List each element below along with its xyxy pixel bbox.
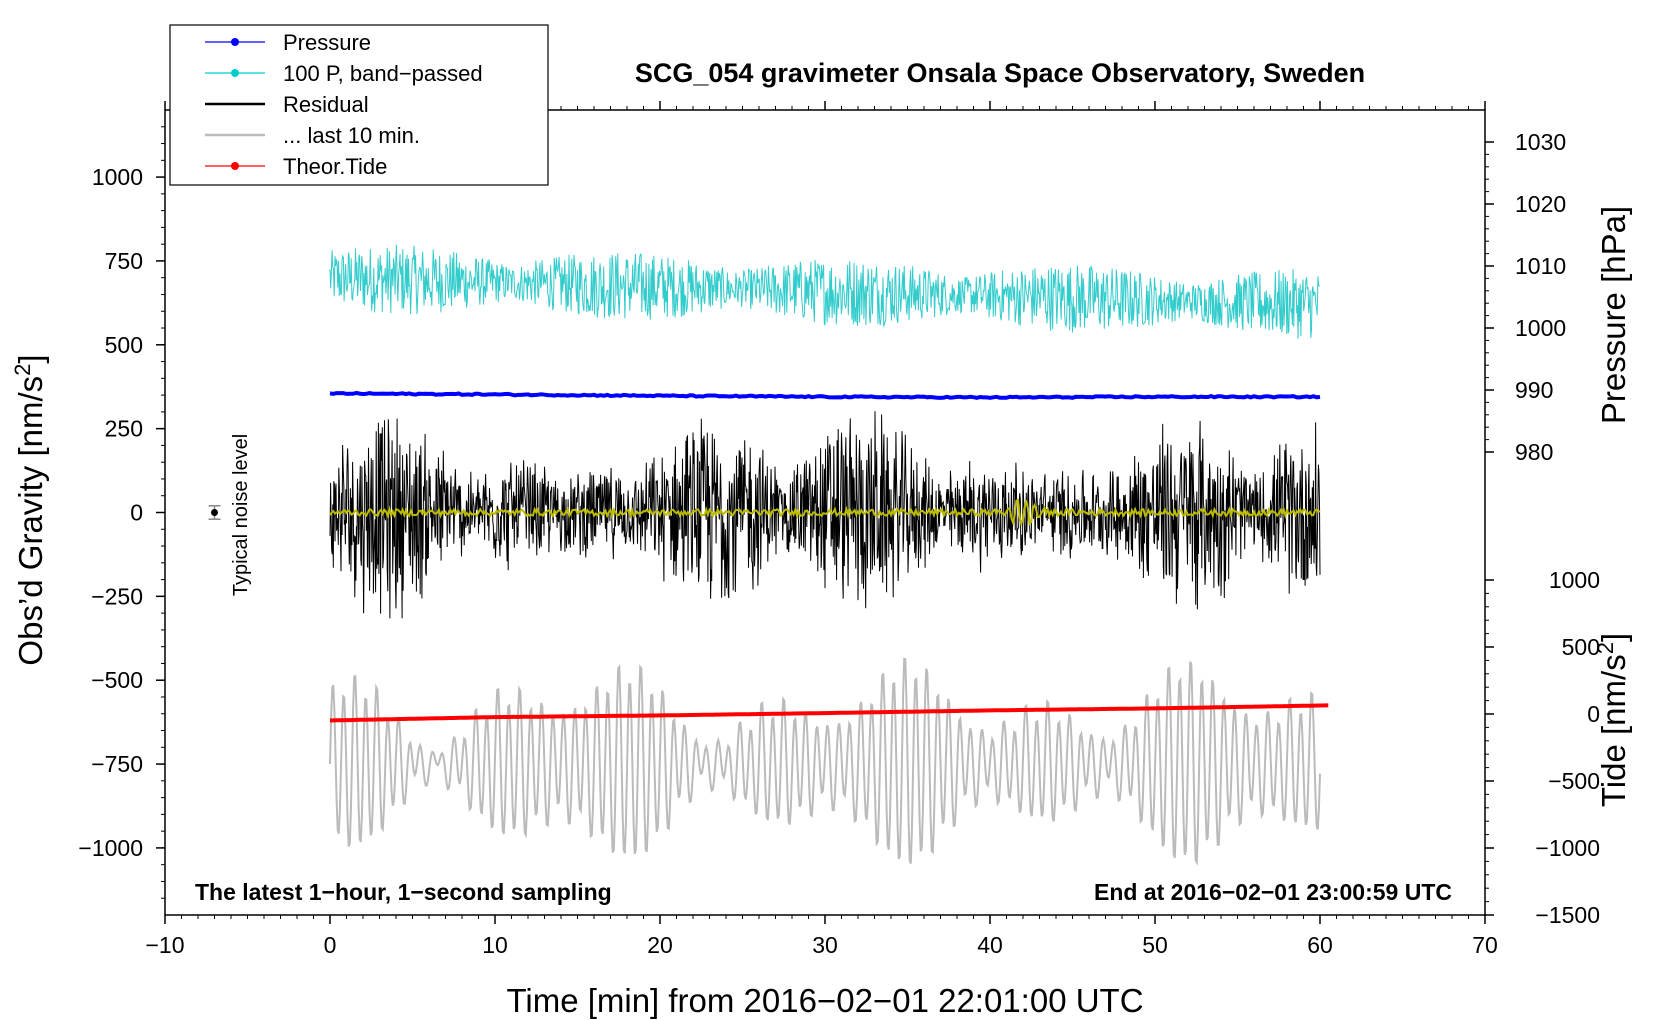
pressure-axis-label: Pressure [hPa]: [1595, 206, 1632, 424]
x-axis-label: Time [min] from 2016−02−01 22:01:00 UTC: [506, 982, 1143, 1019]
x-tick-label: 20: [647, 932, 673, 958]
series-low-pass-residual: [329, 498, 1321, 528]
x-tick-label: 10: [482, 932, 508, 958]
legend-marker: [231, 38, 239, 46]
pressure-tick-label: 990: [1515, 377, 1553, 403]
legend-label: Theor.Tide: [283, 154, 387, 179]
axis-layer: −10 0 10 20 30 40 50 60 7010007505002500−250−500…: [78, 101, 1600, 958]
y-tick-label: −750: [91, 751, 143, 777]
y-tick-label: 1000: [92, 164, 143, 190]
tide-tick-label: −1000: [1535, 835, 1600, 861]
series-last-10-min: [329, 657, 1321, 866]
y-tick-label: 500: [105, 332, 143, 358]
y-tick-label: −500: [91, 667, 143, 693]
tide-tick-label: −500: [1548, 768, 1600, 794]
legend-marker: [231, 162, 239, 170]
y-tick-label: −1000: [78, 835, 143, 861]
x-tick-label: −10: [145, 932, 184, 958]
pressure-tick-label: 1010: [1515, 253, 1566, 279]
y-tick-label: −250: [91, 583, 143, 609]
x-tick-label: 60: [1307, 932, 1333, 958]
noise-level-label: Typical noise level: [230, 434, 252, 596]
chart-title: SCG_054 gravimeter Onsala Space Observat…: [635, 58, 1365, 88]
x-tick-label: 0: [324, 932, 337, 958]
series-band-passed-pressure: [329, 244, 1321, 339]
annotation-end-time: End at 2016−02−01 23:00:59 UTC: [1094, 879, 1452, 905]
pressure-tick-label: 980: [1515, 439, 1553, 465]
tide-axis-label-close: ]: [1595, 633, 1632, 642]
pressure-tick-label: 1030: [1515, 129, 1566, 155]
x-tick-label: 70: [1472, 932, 1498, 958]
series-residual: [329, 411, 1321, 619]
annotation-latest-hour: The latest 1−hour, 1−second sampling: [195, 879, 612, 905]
legend-label: ... last 10 min.: [283, 123, 420, 148]
x-tick-label: 30: [812, 932, 838, 958]
tide-tick-label: −1500: [1535, 902, 1600, 928]
tide-axis-label-sup: 2: [1593, 642, 1618, 654]
y-tick-label: 0: [130, 500, 143, 526]
x-tick-label: 50: [1142, 932, 1168, 958]
y-axis-label-text: Obs’d Gravity [nm/s: [12, 376, 49, 666]
tide-tick-label: 1000: [1549, 567, 1600, 593]
y-tick-label: 750: [105, 248, 143, 274]
tide-tick-label: 500: [1562, 634, 1600, 660]
legend-label: 100 P, band−passed: [283, 61, 483, 86]
y-tick-label: 250: [105, 416, 143, 442]
pressure-tick-label: 1020: [1515, 191, 1566, 217]
noise-marker-point: [211, 509, 218, 516]
tide-tick-label: 0: [1587, 701, 1600, 727]
y-axis-label-sup: 2: [10, 364, 35, 376]
pressure-tick-label: 1000: [1515, 315, 1566, 341]
series-pressure: [329, 390, 1321, 400]
legend-marker: [231, 69, 239, 77]
y-axis-label: Obs’d Gravity [nm/s2]: [10, 354, 49, 665]
legend: Pressure 100 P, band−passed Residual ... la…: [169, 24, 549, 186]
legend-label: Pressure: [283, 30, 371, 55]
x-tick-label: 40: [977, 932, 1003, 958]
tide-axis-label: Tide [nm/s2]: [1593, 633, 1632, 807]
y-axis-label-close: ]: [12, 354, 49, 363]
series-theoretical-tide: [329, 703, 1329, 723]
tide-axis-label-text: Tide [nm/s: [1595, 654, 1632, 807]
legend-label: Residual: [283, 92, 369, 117]
series-layer: [208, 244, 1329, 866]
